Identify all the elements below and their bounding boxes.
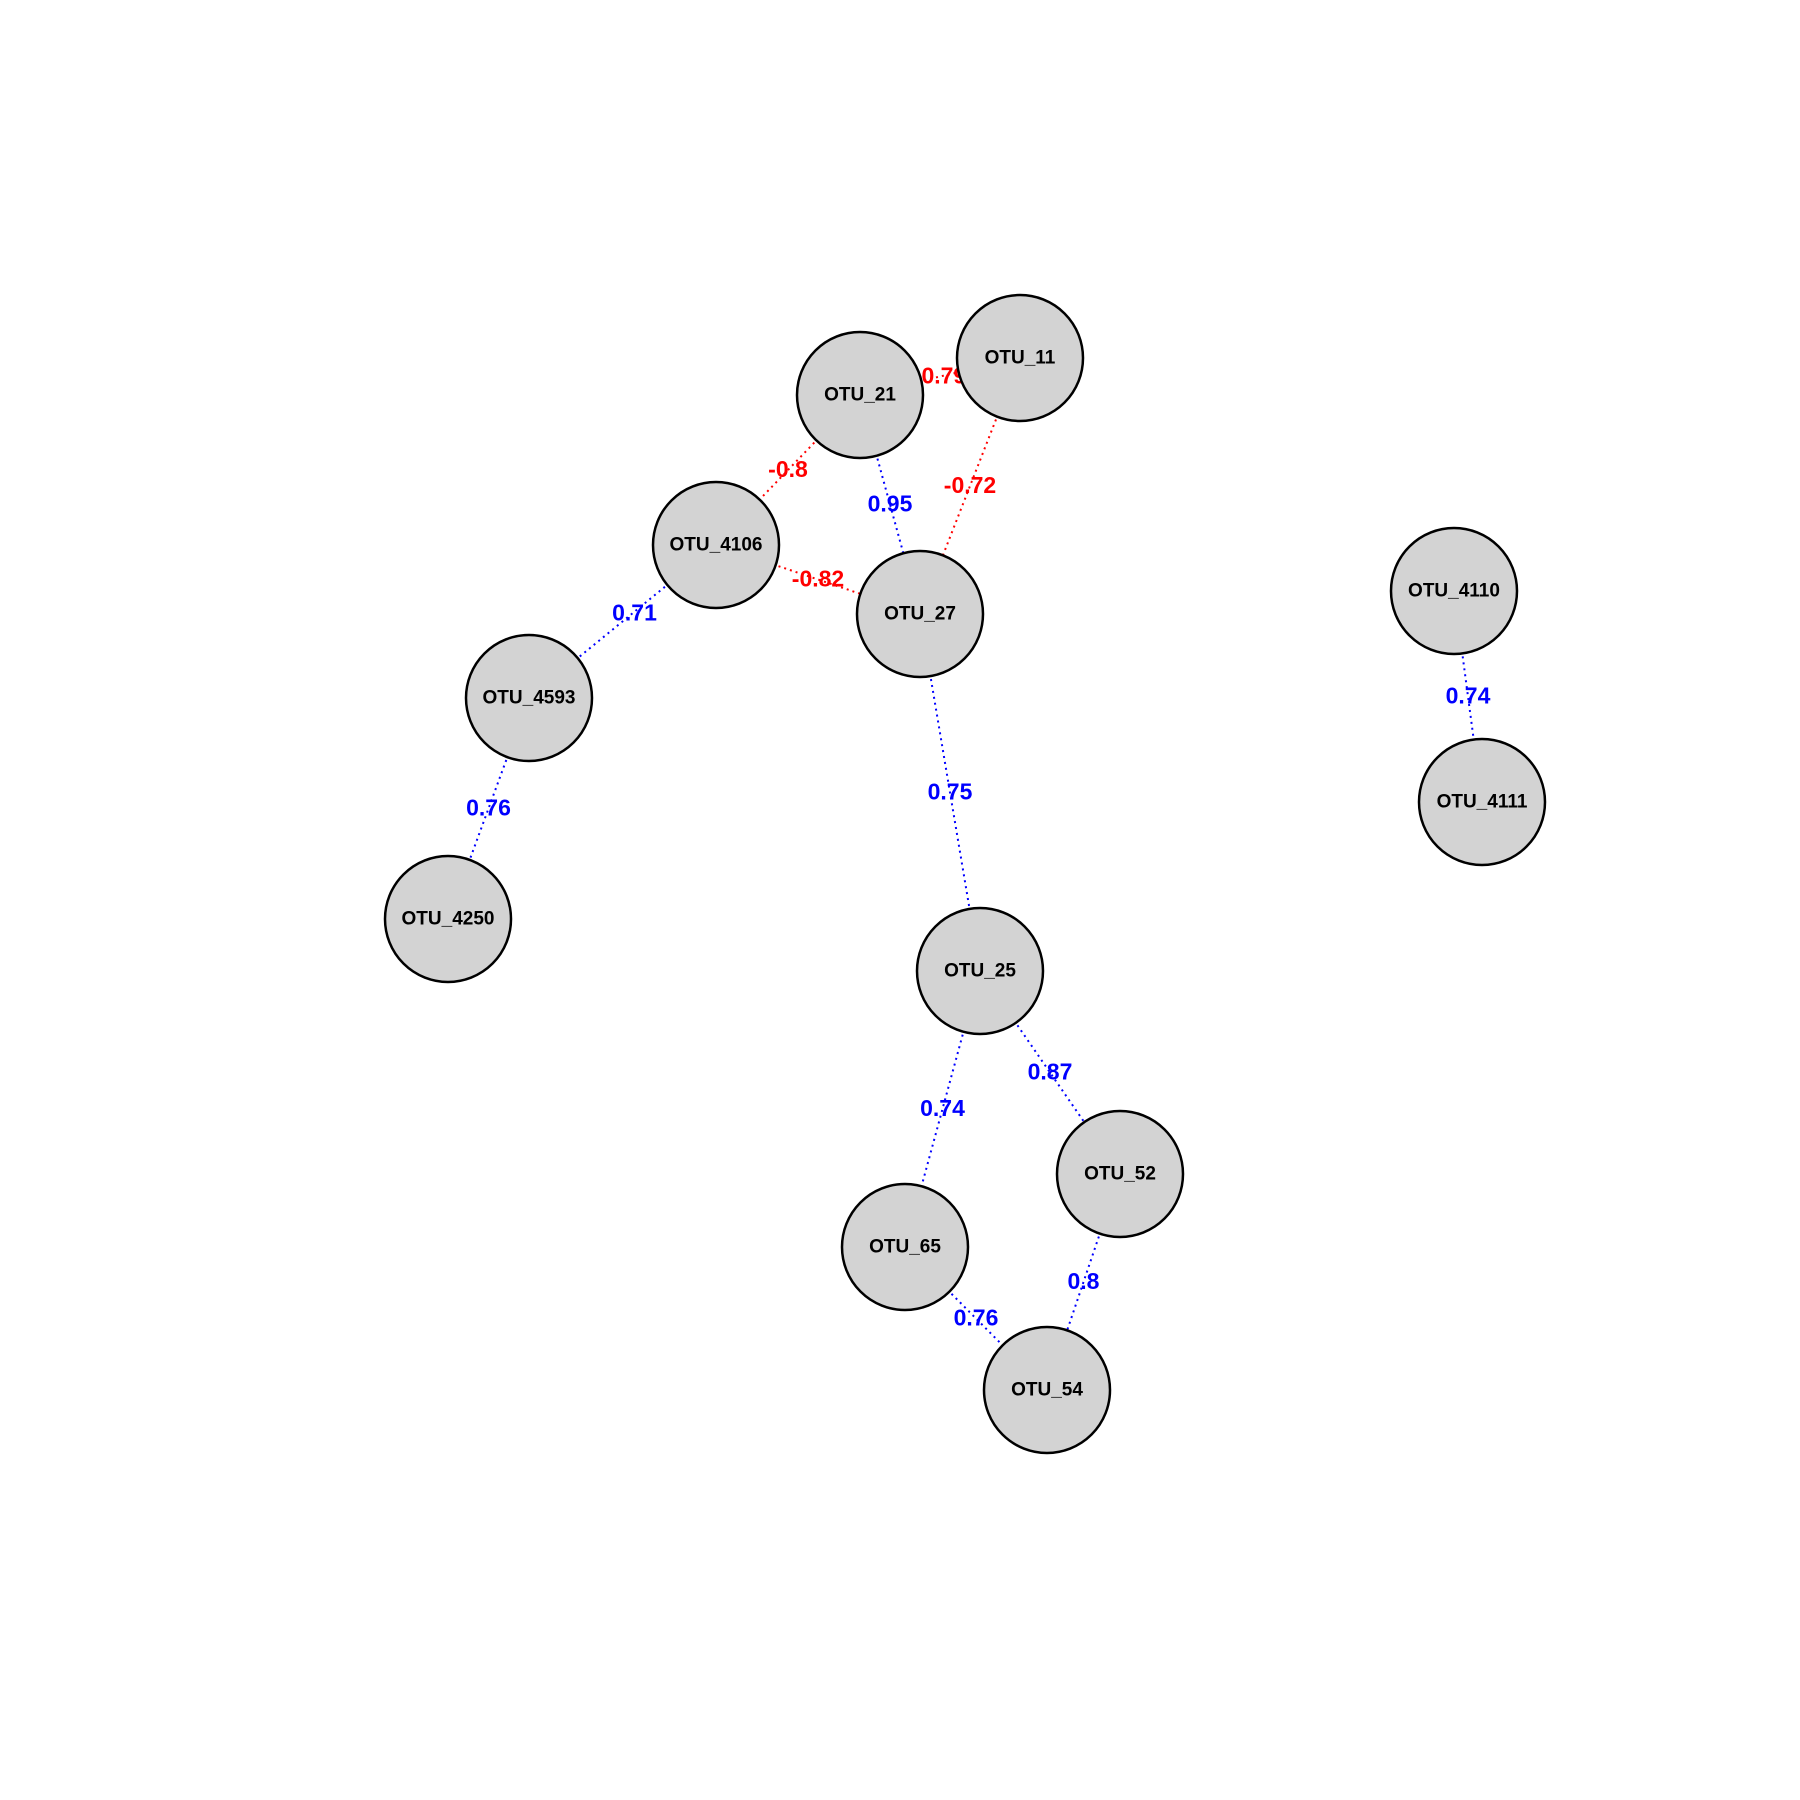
edge-weight-label: 0.8 — [1068, 1268, 1100, 1294]
edge-labels-layer: -0.79-0.80.95-0.72-0.820.710.760.750.870… — [466, 363, 1490, 1331]
edge-weight-label: 0.95 — [868, 491, 913, 517]
node-label: OTU_25 — [944, 961, 1016, 982]
node-otu-27[interactable]: OTU_27 — [855, 549, 985, 679]
node-label: OTU_27 — [884, 604, 956, 625]
node-circle — [1417, 737, 1547, 867]
node-circle — [840, 1182, 970, 1312]
edge-weight-label: -0.8 — [768, 456, 808, 482]
node-label: OTU_52 — [1084, 1164, 1156, 1185]
edge-weight-label: 0.74 — [1446, 683, 1491, 709]
node-otu-11[interactable]: OTU_11 — [955, 293, 1085, 423]
node-label: OTU_4110 — [1408, 581, 1500, 602]
node-circle — [464, 633, 594, 763]
edge-weight-label: 0.75 — [928, 779, 973, 805]
nodes-layer: OTU_11 OTU_21 OTU_4106 OTU_27 OTU_4593 OTU_42… — [383, 293, 1547, 1455]
node-otu-4106[interactable]: OTU_4106 — [651, 480, 781, 610]
edge-OTU_21-OTU_4106 — [715, 394, 861, 546]
edge-OTU_4106-OTU_4593 — [528, 544, 717, 699]
node-label: OTU_4593 — [483, 688, 576, 709]
edge-weight-label: 0.76 — [466, 795, 511, 821]
edge-weight-label: -0.82 — [792, 566, 844, 592]
node-label: OTU_54 — [1011, 1380, 1083, 1401]
node-otu-4111[interactable]: OTU_4111 — [1417, 737, 1547, 867]
edge-weight-label: 0.74 — [920, 1095, 965, 1121]
edge-weight-label: 0.76 — [954, 1305, 999, 1331]
edge-weight-label: 0.71 — [612, 600, 657, 626]
node-circle — [915, 906, 1045, 1036]
node-label: OTU_21 — [824, 385, 896, 406]
node-otu-25[interactable]: OTU_25 — [915, 906, 1045, 1036]
node-otu-52[interactable]: OTU_52 — [1055, 1109, 1185, 1239]
edge-weight-label: -0.72 — [944, 472, 996, 498]
node-circle — [982, 1325, 1112, 1455]
node-circle — [855, 549, 985, 679]
node-label: OTU_65 — [869, 1237, 941, 1258]
node-otu-4110[interactable]: OTU_4110 — [1389, 526, 1519, 656]
node-otu-54[interactable]: OTU_54 — [982, 1325, 1112, 1455]
node-otu-21[interactable]: OTU_21 — [795, 330, 925, 460]
node-label: OTU_4106 — [670, 535, 763, 556]
node-circle — [1389, 526, 1519, 656]
node-circle — [1055, 1109, 1185, 1239]
node-otu-4593[interactable]: OTU_4593 — [464, 633, 594, 763]
node-label: OTU_4250 — [402, 909, 495, 930]
node-otu-65[interactable]: OTU_65 — [840, 1182, 970, 1312]
node-circle — [955, 293, 1085, 423]
edge-weight-label: 0.87 — [1028, 1059, 1073, 1085]
node-label: OTU_4111 — [1437, 792, 1528, 813]
node-circle — [383, 854, 513, 984]
node-otu-4250[interactable]: OTU_4250 — [383, 854, 513, 984]
node-circle — [651, 480, 781, 610]
edge-OTU_52-OTU_54 — [1046, 1173, 1121, 1391]
node-label: OTU_11 — [985, 348, 1056, 369]
node-circle — [795, 330, 925, 460]
